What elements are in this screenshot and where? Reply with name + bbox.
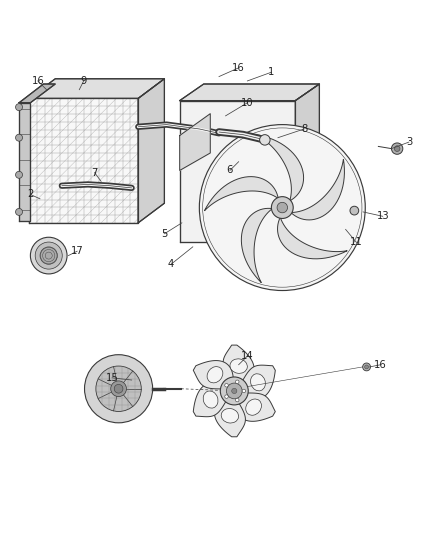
Polygon shape — [29, 79, 164, 99]
Circle shape — [394, 146, 400, 151]
Text: 1: 1 — [268, 67, 275, 77]
Circle shape — [35, 242, 62, 269]
Polygon shape — [180, 84, 319, 101]
Text: 5: 5 — [161, 229, 168, 239]
Circle shape — [225, 384, 228, 387]
Circle shape — [96, 366, 141, 411]
Polygon shape — [223, 345, 254, 387]
Polygon shape — [29, 99, 138, 223]
Circle shape — [111, 381, 127, 397]
Ellipse shape — [221, 408, 239, 423]
Ellipse shape — [246, 399, 261, 415]
Text: 14: 14 — [241, 351, 254, 361]
Circle shape — [350, 206, 359, 215]
Text: 3: 3 — [406, 137, 412, 147]
Circle shape — [30, 237, 67, 274]
Polygon shape — [295, 84, 319, 243]
Text: 4: 4 — [168, 260, 174, 269]
Polygon shape — [291, 159, 344, 220]
Polygon shape — [19, 84, 55, 103]
Circle shape — [363, 363, 371, 371]
Polygon shape — [238, 365, 276, 399]
Text: 13: 13 — [376, 211, 389, 221]
Circle shape — [364, 365, 368, 369]
Text: 8: 8 — [301, 124, 307, 134]
Text: 6: 6 — [227, 165, 233, 175]
Polygon shape — [215, 394, 245, 437]
Circle shape — [232, 389, 237, 393]
Text: 11: 11 — [350, 238, 363, 247]
Polygon shape — [138, 79, 164, 223]
Circle shape — [236, 398, 239, 402]
Ellipse shape — [207, 367, 223, 383]
Polygon shape — [205, 176, 278, 211]
Polygon shape — [235, 393, 276, 421]
Polygon shape — [241, 208, 272, 282]
Circle shape — [15, 171, 22, 179]
Circle shape — [199, 125, 365, 290]
Circle shape — [242, 389, 246, 393]
Circle shape — [15, 208, 22, 215]
Circle shape — [277, 203, 288, 213]
Circle shape — [392, 143, 403, 154]
Circle shape — [114, 384, 123, 393]
Text: 16: 16 — [232, 63, 245, 73]
Circle shape — [236, 380, 239, 384]
Polygon shape — [278, 217, 347, 259]
Circle shape — [15, 103, 22, 111]
Circle shape — [85, 354, 152, 423]
Text: 17: 17 — [71, 246, 84, 256]
Ellipse shape — [203, 391, 218, 408]
Text: 7: 7 — [92, 168, 98, 177]
Circle shape — [40, 247, 57, 264]
Text: 16: 16 — [374, 360, 387, 370]
Ellipse shape — [251, 374, 265, 391]
Circle shape — [15, 134, 22, 141]
Polygon shape — [180, 114, 210, 171]
Circle shape — [220, 377, 248, 405]
Polygon shape — [19, 103, 30, 221]
Text: 16: 16 — [32, 76, 44, 86]
Ellipse shape — [230, 359, 247, 373]
Circle shape — [272, 197, 293, 219]
Text: 9: 9 — [81, 76, 87, 86]
Circle shape — [226, 383, 242, 399]
Text: 15: 15 — [106, 373, 118, 383]
Polygon shape — [193, 383, 230, 417]
Circle shape — [260, 135, 270, 145]
Circle shape — [225, 395, 228, 398]
Text: 10: 10 — [241, 98, 254, 108]
Polygon shape — [193, 360, 233, 389]
Polygon shape — [180, 101, 295, 243]
Polygon shape — [255, 134, 304, 201]
Text: 2: 2 — [27, 189, 34, 199]
